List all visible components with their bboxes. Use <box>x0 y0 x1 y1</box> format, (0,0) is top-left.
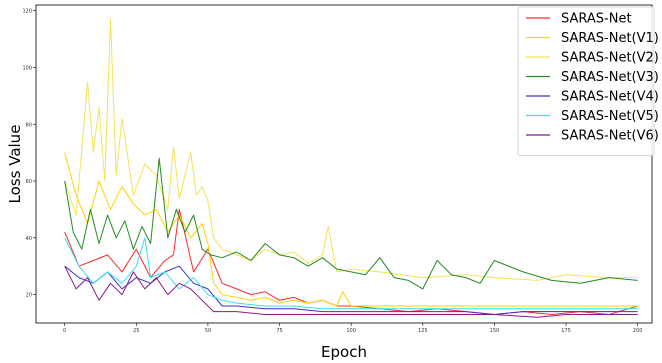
x-axis-title: Epoch <box>321 343 367 361</box>
series-line-2 <box>64 152 638 307</box>
legend-box <box>517 6 655 156</box>
series-line-1 <box>64 208 638 315</box>
y-tick-label: 60 <box>26 179 32 185</box>
x-tick-label: 175 <box>561 328 571 334</box>
series-line-7 <box>64 265 638 318</box>
legend-label: SARAS-Net <box>561 12 632 27</box>
x-tick-label: 0 <box>63 328 66 334</box>
legend-label: SARAS-Net(V6) <box>561 129 659 144</box>
y-tick-label: 100 <box>22 65 32 71</box>
x-tick-label: 25 <box>133 328 139 334</box>
y-tick-label: 120 <box>22 9 32 15</box>
series-line-6 <box>64 237 638 310</box>
series-layer <box>64 18 638 318</box>
series-line-5 <box>64 265 638 315</box>
x-tick-label: 50 <box>205 328 211 334</box>
legend-label: SARAS-Net(V1) <box>561 31 659 46</box>
y-tick-label: 20 <box>26 293 32 299</box>
y-tick-label: 40 <box>26 236 32 242</box>
series-line-4 <box>64 157 638 290</box>
x-tick-label: 75 <box>276 328 282 334</box>
series-line-3 <box>64 18 638 281</box>
legend: SARAS-Net SARAS-Net(V1) SARAS-Net(V2) SARAS… <box>517 6 659 156</box>
x-tick-label: 100 <box>346 328 356 334</box>
x-tick-label: 200 <box>633 328 643 334</box>
x-tick-label: 125 <box>418 328 428 334</box>
plot-frame <box>35 4 653 324</box>
y-axis-title: Loss Value <box>6 125 24 204</box>
legend-label: SARAS-Net(V3) <box>561 70 659 85</box>
y-tick-label: 80 <box>26 122 32 128</box>
legend-label: SARAS-Net(V2) <box>561 51 659 66</box>
legend-label: SARAS-Net(V5) <box>561 109 659 124</box>
x-tick-label: 150 <box>490 328 500 334</box>
legend-label: SARAS-Net(V4) <box>561 90 659 105</box>
axes: 0 25 50 75 100 125 150 175 200 20 40 60 80 100 120 <box>22 4 653 334</box>
